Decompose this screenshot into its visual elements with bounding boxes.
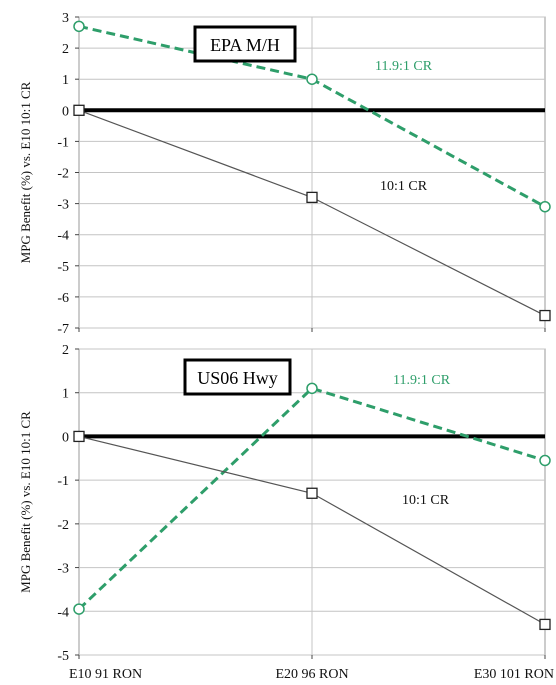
series-label: 10:1 CR [380,179,428,194]
y-tick-label: 0 [62,430,69,445]
y-tick-label: 0 [62,104,69,119]
series-line-high-cr [77,386,546,611]
data-point [73,430,85,443]
y-tick-label: 2 [62,42,69,57]
chart-title: EPA M/H [210,35,280,55]
series-label: 10:1 CR [402,493,450,508]
chart-panel-2: 2 1 0 -1 -2 -3 -4 -5 MPG Benefit (%) vs. E10 10:… [18,343,554,682]
x-tick-label: E30 101 RON [474,667,554,682]
y-tick-label: -7 [57,322,69,337]
y-tick-label: -4 [57,229,69,244]
series-label: 11.9:1 CR [393,373,451,388]
data-point [539,618,551,631]
data-point [306,382,318,395]
data-point [73,20,85,33]
y-tick-label: 1 [62,73,69,88]
data-point [73,603,85,615]
y-tick-label: -1 [57,474,69,489]
data-point [539,454,551,467]
data-point [306,191,318,204]
series-label: 11.9:1 CR [375,59,433,74]
y-tick-label: -2 [57,518,69,533]
y-tick-label: -2 [57,167,69,182]
data-point [306,73,318,85]
title-box [193,25,297,63]
data-point [539,309,551,322]
data-point [73,104,85,116]
chart-panel-1: 3 2 1 0 -1 -2 -3 -4 -5 -6 -7 MPG Benefit (%) vs. E1… [18,11,551,337]
data-point [539,200,551,213]
y-tick-label: -4 [57,605,69,620]
chart-title: US06 Hwy [197,368,278,388]
y-tick-label: -6 [57,291,69,306]
x-tick-label: E20 96 RON [275,667,348,682]
y-axis-label: MPG Benefit (%) vs. E10 10:1 CR [18,81,33,263]
y-tick-label: -5 [57,649,69,664]
x-tick-label: E10 91 RON [69,667,142,682]
data-point [306,487,318,499]
title-box [183,358,292,396]
y-axis-label: MPG Benefit (%) vs. E10 10:1 CR [18,411,33,593]
y-tick-label: -1 [57,135,69,150]
y-tick-label: -3 [57,198,69,213]
y-tick-label: -3 [57,562,69,577]
y-tick-label: 1 [62,387,69,402]
y-tick-label: 2 [62,343,69,358]
y-tick-label: 3 [62,11,69,26]
y-tick-label: -5 [57,260,69,275]
